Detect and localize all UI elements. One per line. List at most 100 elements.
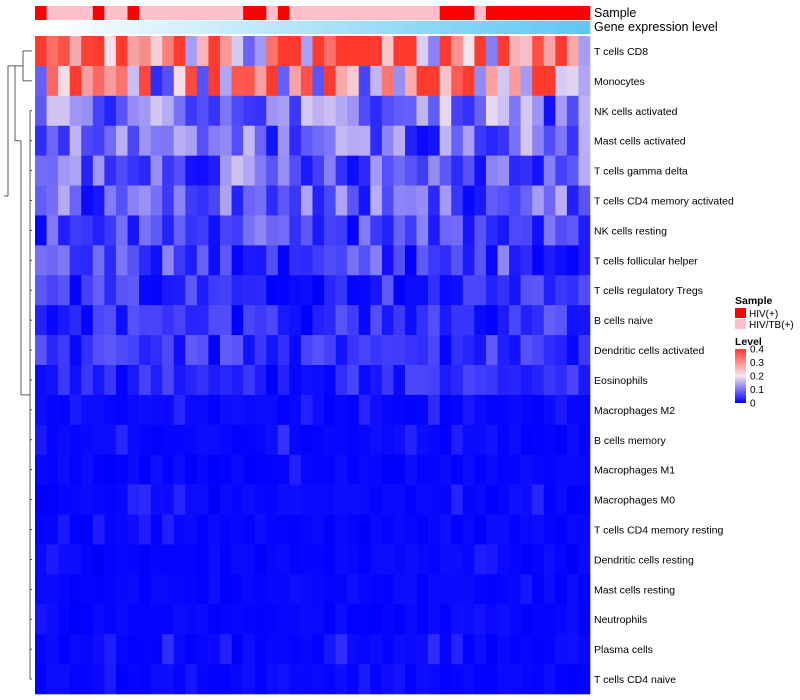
heatmap-cell	[115, 95, 128, 127]
heatmap-cell	[92, 335, 105, 366]
heatmap-cell	[243, 335, 255, 366]
sample-annotation-cell	[578, 6, 591, 20]
heatmap-cell	[347, 65, 360, 97]
heatmap-cell	[462, 484, 475, 515]
heatmap-cell	[520, 215, 533, 246]
gene-expression-annotation-cell	[81, 21, 94, 34]
heatmap-cell	[405, 365, 417, 396]
heatmap-cell	[324, 335, 336, 366]
heatmap-cell	[35, 36, 47, 67]
heatmap-cell	[509, 394, 521, 426]
gene-expression-annotation-cell	[485, 21, 498, 34]
heatmap-cell	[254, 454, 267, 485]
heatmap-cell	[578, 604, 591, 635]
heatmap-cell	[162, 484, 175, 515]
heatmap-cell	[300, 454, 313, 485]
gene-expression-annotation-cell	[474, 21, 487, 34]
heatmap-cell	[509, 484, 521, 515]
heatmap-cell	[485, 514, 498, 545]
heatmap-cell	[555, 544, 568, 575]
heatmap-cell	[543, 155, 556, 186]
sample-annotation-cell	[543, 6, 556, 20]
heatmap-cell	[370, 305, 383, 336]
gene-expression-annotation-cell	[46, 21, 59, 34]
heatmap-cell	[35, 245, 47, 276]
heatmap-cell	[254, 275, 267, 306]
heatmap-cell	[405, 664, 417, 695]
heatmap-cell	[58, 335, 70, 366]
heatmap-cell	[300, 185, 313, 216]
heatmap-cell	[173, 185, 186, 216]
heatmap-cell	[451, 634, 464, 665]
heatmap-cell	[439, 574, 452, 605]
sample-annotation-cell	[405, 6, 417, 20]
heatmap-cell	[46, 95, 59, 127]
heatmap-cell	[208, 634, 221, 665]
heatmap-cell	[451, 275, 464, 306]
heatmap-cell	[543, 604, 556, 635]
heatmap-cell	[347, 424, 360, 456]
heatmap-cell	[173, 275, 186, 306]
heatmap-cell	[474, 275, 487, 306]
heatmap-cell	[127, 544, 140, 575]
heatmap-cell	[81, 125, 94, 156]
gene-expression-annotation-cell	[127, 21, 140, 34]
heatmap-cell	[220, 574, 232, 605]
heatmap-cell	[289, 514, 302, 545]
heatmap-cell	[370, 185, 383, 216]
heatmap-cell	[115, 544, 128, 575]
heatmap-cell	[127, 484, 140, 515]
heatmap-cell	[277, 544, 290, 575]
heatmap-cell	[497, 36, 510, 67]
heatmap-cell	[335, 36, 348, 67]
heatmap-cell	[35, 185, 47, 216]
heatmap-cell	[578, 36, 591, 67]
heatmap-cell	[115, 394, 128, 426]
heatmap-cell	[381, 305, 394, 336]
heatmap-cell	[150, 365, 163, 396]
heatmap-cell	[532, 95, 545, 127]
heatmap-cell	[300, 514, 313, 545]
heatmap-cell	[532, 215, 545, 246]
heatmap-cell	[543, 245, 556, 276]
heatmap-cell	[358, 36, 371, 67]
legend-level-colorbar	[735, 349, 746, 403]
heatmap-cell	[196, 484, 209, 515]
heatmap-cell	[358, 245, 371, 276]
heatmap-cell	[312, 664, 325, 695]
sample-annotation-cell	[173, 6, 186, 20]
heatmap-cell	[69, 36, 82, 67]
heatmap-cell	[347, 634, 360, 665]
heatmap-cell	[104, 454, 117, 485]
heatmap-cell	[381, 604, 394, 635]
heatmap-cell	[266, 544, 279, 575]
sample-annotation-cell	[266, 6, 279, 20]
gene-expression-annotation-cell	[243, 21, 255, 34]
heatmap-cell	[92, 65, 105, 97]
heatmap-cell	[312, 365, 325, 396]
heatmap-cell	[578, 514, 591, 545]
heatmap-cell	[566, 36, 579, 67]
heatmap-cell	[104, 514, 117, 545]
heatmap-cell	[300, 65, 313, 97]
heatmap-cell	[300, 125, 313, 156]
heatmap-cell	[381, 664, 394, 695]
heatmap-cell	[220, 185, 232, 216]
heatmap-cell	[324, 305, 336, 336]
heatmap-cell	[543, 544, 556, 575]
heatmap-cell	[497, 155, 510, 186]
heatmap-cell	[543, 125, 556, 156]
heatmap-cell	[277, 634, 290, 665]
heatmap-cell	[162, 185, 175, 216]
heatmap-cell	[532, 634, 545, 665]
row-label: B cells naive	[594, 315, 653, 327]
heatmap-cell	[370, 275, 383, 306]
gene-expression-annotation-cell	[543, 21, 556, 34]
heatmap-cell	[173, 394, 186, 426]
heatmap-cell	[220, 215, 232, 246]
heatmap-cell	[381, 574, 394, 605]
heatmap-cell	[139, 305, 151, 336]
heatmap-cell	[532, 335, 545, 366]
sample-annotation-cell	[555, 6, 568, 20]
heatmap-cell	[277, 305, 290, 336]
